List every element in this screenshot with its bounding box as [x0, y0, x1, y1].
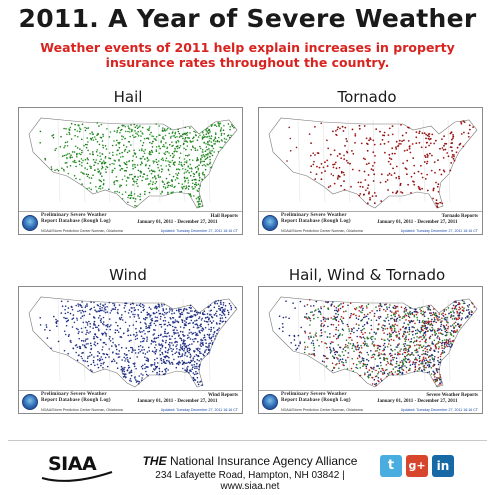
- legend-updated: Updated: Tuesday December 27, 2011 16:16…: [400, 229, 478, 233]
- map-legend: Preliminary Severe Weather Report Databas…: [19, 390, 242, 413]
- org-name: THE National Insurance Agency Alliance: [142, 454, 358, 468]
- org-address[interactable]: 234 Lafayette Road, Hampton, NH 03842 | …: [155, 470, 345, 492]
- map-legend: Preliminary Severe Weather Report Databas…: [259, 211, 482, 234]
- twitter-icon[interactable]: t: [380, 455, 402, 477]
- legend-report-type: Hail Reports: [210, 214, 238, 219]
- us-map-graphic: [28, 296, 238, 388]
- page-subtitle: Weather events of 2011 help explain incr…: [40, 40, 455, 70]
- legend-updated: Updated: Tuesday December 27, 2011 16:16…: [400, 408, 478, 412]
- legend-center: NOAA/Storm Prediction Center Norman, Okl…: [281, 229, 363, 233]
- legend-dates: January 01, 2011 - December 27, 2011: [137, 220, 218, 225]
- hail-map: Preliminary Severe Weather Report Databas…: [18, 107, 243, 235]
- legend-updated: Updated: Tuesday December 27, 2011 16:16…: [160, 408, 238, 412]
- wind-map: Preliminary Severe Weather Report Databas…: [18, 286, 243, 414]
- legend-title: Preliminary Severe Weather Report Databas…: [41, 213, 111, 224]
- map-legend: Preliminary Severe Weather Report Databas…: [259, 390, 482, 413]
- legend-title: Preliminary Severe Weather Report Databas…: [281, 392, 351, 403]
- legend-report-type: Tornado Reports: [441, 214, 478, 219]
- legend-center: NOAA/Storm Prediction Center Norman, Okl…: [41, 229, 123, 233]
- noaa-logo-icon: [22, 394, 38, 410]
- legend-report-type: Severe Weather Reports: [426, 393, 478, 398]
- page-title: 2011. A Year of Severe Weather: [18, 4, 477, 33]
- combined-map: Preliminary Severe Weather Report Databas…: [258, 286, 483, 414]
- linkedin-icon[interactable]: in: [432, 455, 454, 477]
- footer-divider: [8, 440, 487, 441]
- noaa-logo-icon: [22, 215, 38, 231]
- us-map-graphic: [268, 117, 478, 209]
- panel-label-combined: Hail, Wind & Tornado: [288, 266, 446, 284]
- legend-title: Preliminary Severe Weather Report Databas…: [41, 392, 111, 403]
- legend-dates: January 01, 2011 - December 27, 2011: [137, 399, 218, 404]
- legend-report-type: Wind Reports: [207, 393, 238, 398]
- map-legend: Preliminary Severe Weather Report Databas…: [19, 211, 242, 234]
- panel-label-wind: Wind: [109, 266, 147, 284]
- us-map-graphic: [268, 296, 478, 388]
- legend-dates: January 01, 2011 - December 27, 2011: [377, 220, 458, 225]
- siaa-logo: SIAA: [48, 453, 97, 475]
- legend-center: NOAA/Storm Prediction Center Norman, Okl…: [281, 408, 363, 412]
- us-map-graphic: [28, 117, 238, 209]
- noaa-logo-icon: [262, 215, 278, 231]
- noaa-logo-icon: [262, 394, 278, 410]
- legend-center: NOAA/Storm Prediction Center Norman, Okl…: [41, 408, 123, 412]
- legend-dates: January 01, 2011 - December 27, 2011: [377, 399, 458, 404]
- legend-updated: Updated: Tuesday December 27, 2011 16:16…: [160, 229, 238, 233]
- tornado-map: Preliminary Severe Weather Report Databas…: [258, 107, 483, 235]
- panel-label-hail: Hail: [113, 88, 143, 106]
- legend-title: Preliminary Severe Weather Report Databas…: [281, 213, 351, 224]
- panel-label-tornado: Tornado: [337, 88, 397, 106]
- google-plus-icon[interactable]: g+: [406, 455, 428, 477]
- siaa-swoosh-icon: [41, 471, 113, 482]
